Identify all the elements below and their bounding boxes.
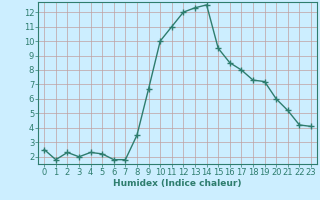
X-axis label: Humidex (Indice chaleur): Humidex (Indice chaleur) <box>113 179 242 188</box>
